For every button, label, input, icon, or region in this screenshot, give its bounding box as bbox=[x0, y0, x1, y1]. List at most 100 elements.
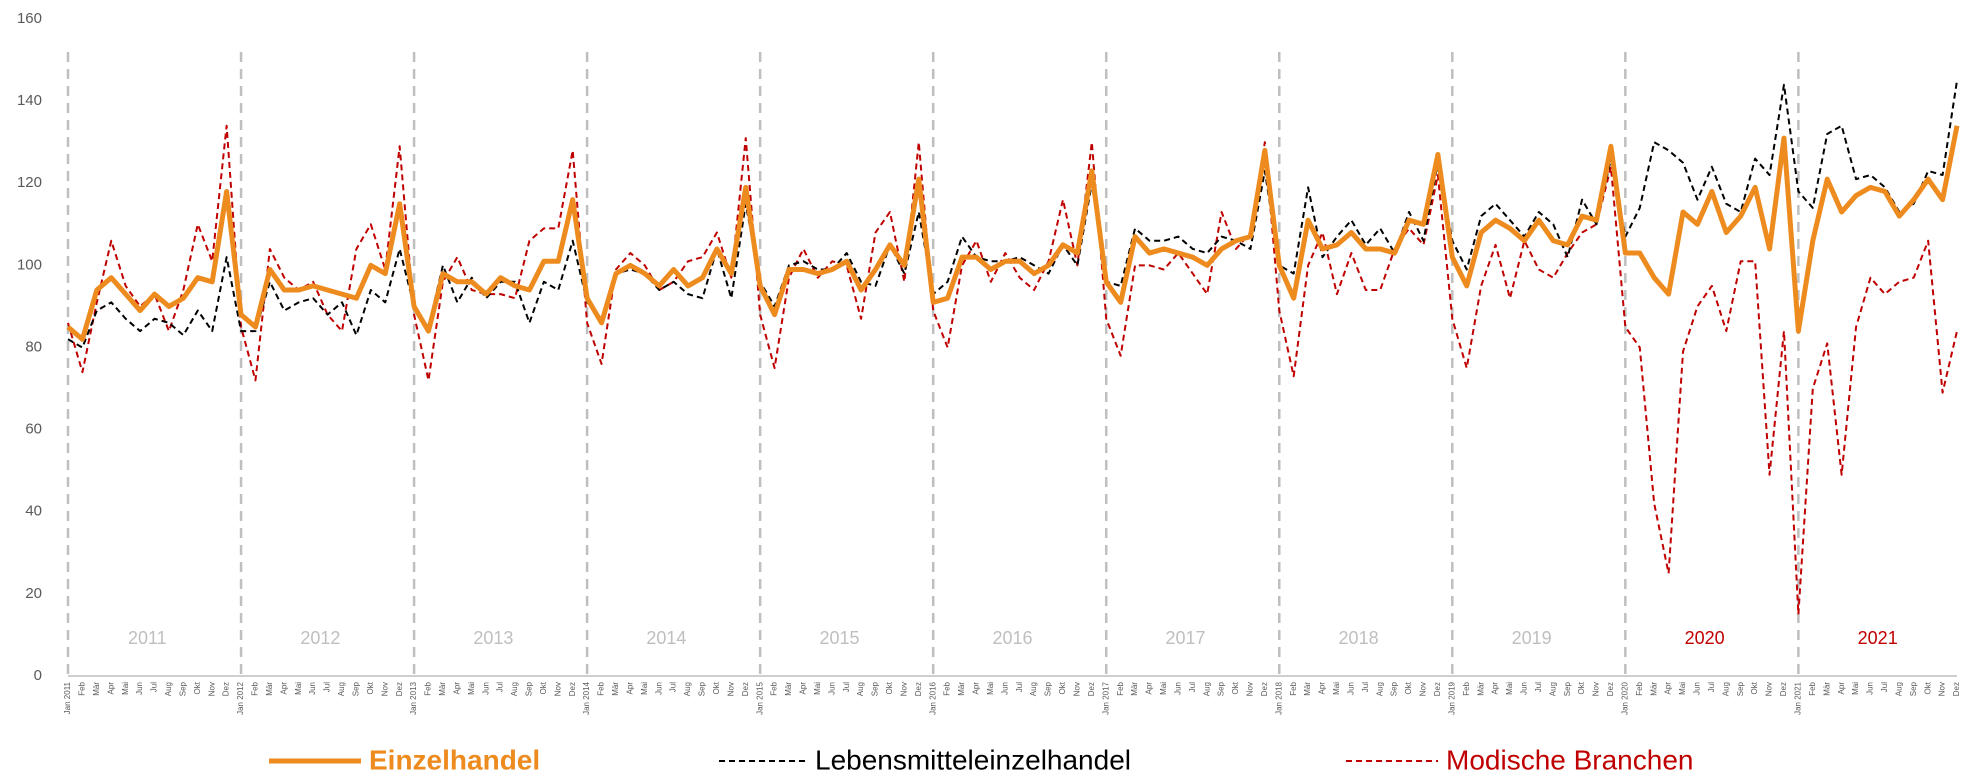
x-tick-label: Dez bbox=[914, 682, 923, 696]
y-tick-label: 80 bbox=[25, 338, 42, 355]
legend-label: Modische Branchen bbox=[1446, 744, 1693, 775]
x-tick-label: Okt bbox=[1577, 681, 1586, 694]
x-tick-label: Jan 2016 bbox=[928, 681, 937, 714]
x-tick-label: Apr bbox=[1318, 682, 1327, 695]
year-label: 2016 bbox=[992, 628, 1032, 648]
x-tick-label: Aug bbox=[1721, 682, 1730, 696]
x-tick-label: Mai bbox=[294, 682, 303, 695]
x-tick-label: Jul bbox=[669, 682, 678, 692]
x-tick-label: Aug bbox=[1894, 682, 1903, 696]
x-tick-label: Mai bbox=[1851, 682, 1860, 695]
x-tick-label: Apr bbox=[279, 682, 288, 695]
x-tick-label: Jul bbox=[842, 682, 851, 692]
x-tick-label: Nov bbox=[380, 682, 389, 696]
x-tick-label: Feb bbox=[1289, 681, 1298, 695]
x-tick-label: Sep bbox=[698, 681, 707, 696]
x-tick-label: Feb bbox=[770, 681, 779, 695]
x-tick-label: Mär bbox=[1476, 682, 1485, 696]
x-tick-label: Nov bbox=[726, 682, 735, 696]
x-tick-label: Nov bbox=[1419, 682, 1428, 696]
x-tick-label: Okt bbox=[1231, 681, 1240, 694]
x-tick-label: Okt bbox=[193, 681, 202, 694]
x-tick-label: Okt bbox=[885, 681, 894, 694]
x-tick-label: Dez bbox=[1779, 682, 1788, 696]
x-tick-label: Dez bbox=[741, 682, 750, 696]
series-line bbox=[67, 124, 1958, 616]
x-tick-label: Jun bbox=[654, 682, 663, 695]
x-tick-label: Aug bbox=[1548, 682, 1557, 696]
x-tick-label: Jun bbox=[1346, 682, 1355, 695]
x-tick-label: Aug bbox=[856, 682, 865, 696]
x-tick-label: Nov bbox=[553, 682, 562, 696]
x-tick-label: Dez bbox=[1606, 682, 1615, 696]
x-tick-label: Nov bbox=[1765, 682, 1774, 696]
x-tick-label: Jun bbox=[1866, 682, 1875, 695]
y-tick-label: 60 bbox=[25, 421, 42, 438]
x-tick-label: Feb bbox=[424, 681, 433, 695]
x-tick-label: Jan 2018 bbox=[1274, 681, 1283, 714]
x-tick-label: Jul bbox=[1707, 682, 1716, 692]
x-tick-label: Dez bbox=[222, 682, 231, 696]
x-tick-label: Feb bbox=[78, 681, 87, 695]
x-tick-label: Jul bbox=[323, 682, 332, 692]
x-tick-label: Jun bbox=[481, 682, 490, 695]
x-tick-label: Jan 2019 bbox=[1447, 681, 1456, 714]
year-label: 2018 bbox=[1339, 628, 1379, 648]
y-tick-label: 20 bbox=[25, 585, 42, 602]
x-tick-label: Mär bbox=[1822, 682, 1831, 696]
x-tick-label: Sep bbox=[1736, 681, 1745, 696]
x-tick-label: Aug bbox=[510, 682, 519, 696]
x-tick-label: Okt bbox=[1750, 681, 1759, 694]
y-tick-label: 140 bbox=[17, 92, 42, 109]
year-label: 2021 bbox=[1858, 628, 1898, 648]
x-tick-label: Jan 2012 bbox=[236, 681, 245, 714]
x-tick-label: Dez bbox=[1952, 682, 1961, 696]
x-tick-label: Jun bbox=[1000, 682, 1009, 695]
x-tick-label: Jul bbox=[150, 682, 159, 692]
year-label: 2012 bbox=[300, 628, 340, 648]
year-label: 2011 bbox=[128, 628, 167, 648]
x-tick-label: Mär bbox=[438, 682, 447, 696]
x-tick-label: Jul bbox=[1880, 682, 1889, 692]
x-tick-label: Jul bbox=[1534, 682, 1543, 692]
x-tick-label: Sep bbox=[352, 681, 361, 696]
x-tick-label: Jun bbox=[1173, 682, 1182, 695]
x-tick-label: Sep bbox=[1563, 681, 1572, 696]
x-tick-label: Okt bbox=[539, 681, 548, 694]
x-tick-label: Mär bbox=[957, 682, 966, 696]
x-tick-label: Okt bbox=[1058, 681, 1067, 694]
x-tick-label: Apr bbox=[106, 682, 115, 695]
x-tick-label: Mai bbox=[467, 682, 476, 695]
x-tick-label: Jan 2014 bbox=[582, 681, 591, 714]
series-line bbox=[66, 125, 1960, 342]
y-tick-label: 0 bbox=[34, 667, 42, 684]
x-tick-label: Jun bbox=[308, 682, 317, 695]
x-tick-label: Jul bbox=[1188, 682, 1197, 692]
x-tick-label: Mär bbox=[784, 682, 793, 696]
x-tick-label: Nov bbox=[1246, 682, 1255, 696]
x-tick-label: Mär bbox=[92, 682, 101, 696]
x-tick-label: Mai bbox=[1678, 682, 1687, 695]
x-tick-label: Aug bbox=[337, 682, 346, 696]
x-tick-label: Mai bbox=[121, 682, 130, 695]
y-tick-label: 100 bbox=[17, 256, 42, 273]
x-tick-label: Nov bbox=[1938, 682, 1947, 696]
x-tick-label: Apr bbox=[1145, 682, 1154, 695]
x-tick-label: Jan 2021 bbox=[1793, 681, 1802, 714]
x-tick-label: Mär bbox=[1649, 682, 1658, 696]
x-tick-label: Dez bbox=[1087, 682, 1096, 696]
x-tick-label: Feb bbox=[943, 681, 952, 695]
x-tick-label: Jul bbox=[496, 682, 505, 692]
x-tick-label: Nov bbox=[1072, 682, 1081, 696]
y-tick-label: 160 bbox=[17, 10, 42, 27]
x-tick-label: Jun bbox=[135, 682, 144, 695]
x-tick-label: Aug bbox=[1029, 682, 1038, 696]
x-tick-label: Mai bbox=[813, 682, 822, 695]
x-tick-label: Aug bbox=[1202, 682, 1211, 696]
x-tick-label: Sep bbox=[525, 681, 534, 696]
x-tick-label: Jan 2011 bbox=[63, 681, 72, 714]
x-tick-label: Okt bbox=[366, 681, 375, 694]
x-tick-label: Apr bbox=[625, 682, 634, 695]
year-label: 2013 bbox=[473, 628, 513, 648]
legend-label: Einzelhandel bbox=[369, 744, 540, 775]
